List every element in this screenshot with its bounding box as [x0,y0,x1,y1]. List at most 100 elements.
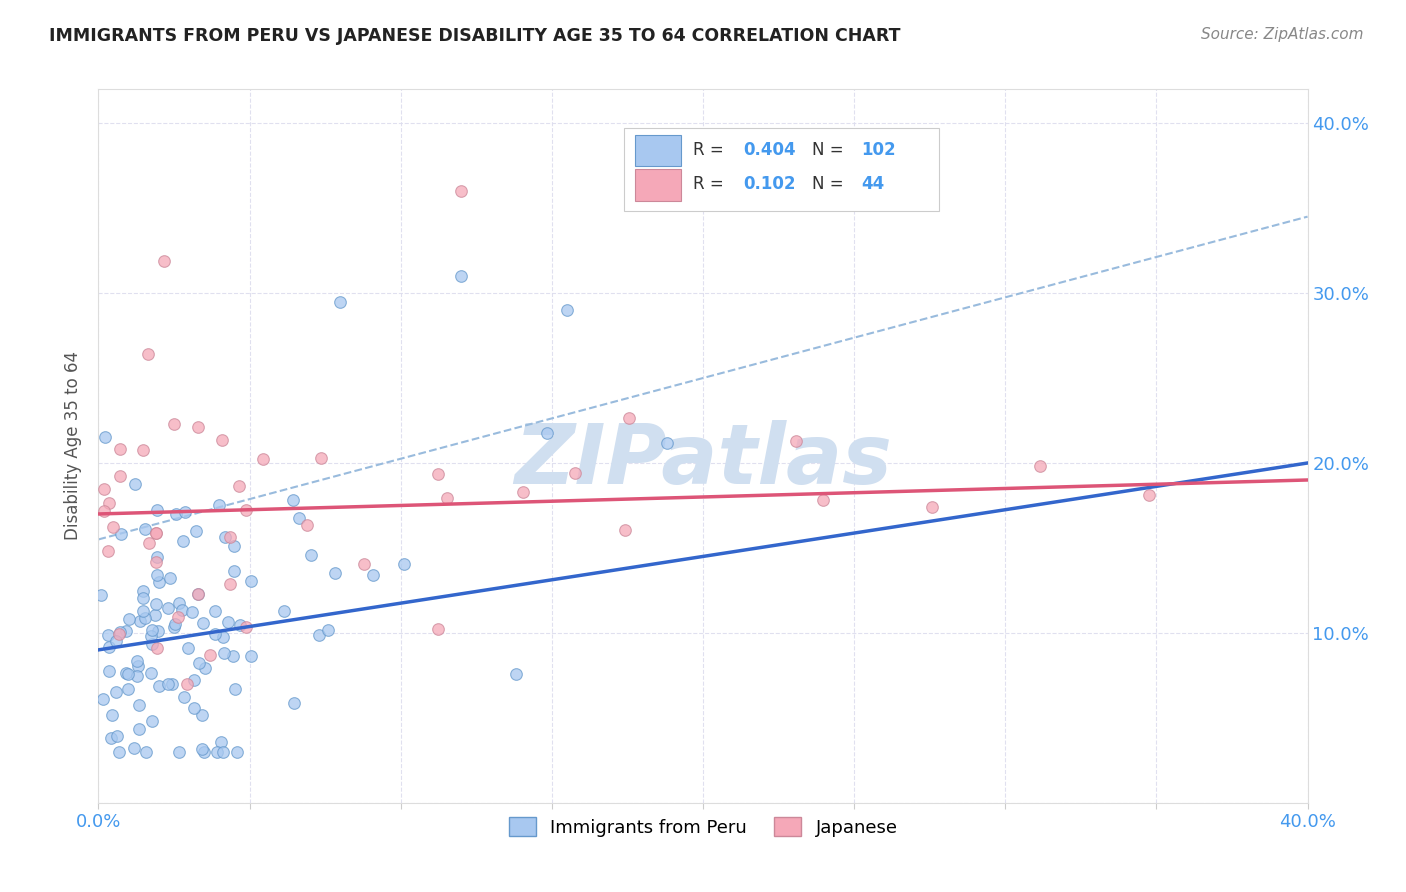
Point [191,742,214,756]
Point [145,526,167,541]
Text: R =: R = [693,141,730,159]
Point [132,583,155,598]
Point [136,347,159,361]
Point [141,623,163,637]
Point [125,669,148,683]
Point [117,667,139,681]
Point [212,646,235,660]
Point [214,530,236,544]
Point [229,618,252,632]
Point [187,587,209,601]
Point [172,533,194,548]
Point [204,627,226,641]
Point [273,604,295,618]
Point [212,745,235,759]
Point [128,722,150,736]
Point [617,410,640,425]
Point [134,610,156,624]
Point [191,615,214,630]
Point [218,530,240,544]
Point [194,661,217,675]
Point [225,745,247,759]
Point [138,535,160,549]
Point [177,640,200,655]
Point [564,466,586,480]
Point [426,467,449,481]
Point [235,503,257,517]
Point [921,500,943,514]
Point [118,612,141,626]
Point [94,430,117,444]
Point [170,603,193,617]
Point [613,523,636,537]
Point [160,677,183,691]
Point [132,604,155,618]
Point [105,730,128,744]
Point [785,434,807,448]
Point [353,558,375,572]
Point [114,624,136,638]
Point [128,614,150,628]
Point [163,616,186,631]
Text: N =: N = [811,141,849,159]
Point [235,619,257,633]
Point [222,649,245,664]
Point [512,485,534,500]
Point [224,681,246,696]
Point [91,692,114,706]
Point [146,502,169,516]
Point [132,442,155,457]
FancyBboxPatch shape [624,128,939,211]
Point [167,610,190,624]
Legend: Immigrants from Peru, Japanese: Immigrants from Peru, Japanese [502,810,904,844]
Point [108,745,131,759]
Point [208,498,231,512]
Point [127,658,149,673]
Point [555,303,578,318]
Point [186,524,208,539]
Point [813,493,835,508]
Point [173,505,195,519]
Point [176,677,198,691]
Point [426,622,449,636]
Point [536,426,558,441]
Point [100,731,122,745]
Point [146,624,169,638]
Point [212,630,235,644]
Point [108,469,131,483]
Point [287,510,309,524]
Point [240,574,263,588]
Point [146,641,169,656]
Point [204,604,226,618]
Point [316,624,339,638]
Point [308,628,330,642]
Point [167,745,190,759]
Point [114,665,136,680]
Point [187,586,209,600]
Point [148,679,170,693]
Point [187,420,209,434]
Point [128,698,150,713]
Point [139,665,162,680]
FancyBboxPatch shape [636,135,682,166]
Point [1137,488,1160,502]
Point [93,482,115,496]
Text: ZIPatlas: ZIPatlas [515,420,891,500]
Point [224,565,246,579]
Point [436,491,458,506]
Point [148,575,170,590]
Point [110,527,132,541]
Point [97,543,120,558]
Point [135,745,157,759]
Point [219,576,242,591]
Point [217,615,239,630]
Point [157,677,180,691]
Point [323,566,346,580]
Point [193,745,215,759]
Point [159,571,181,585]
Point [183,701,205,715]
Point [90,588,112,602]
Point [450,269,472,284]
Point [125,654,148,668]
Point [145,597,167,611]
